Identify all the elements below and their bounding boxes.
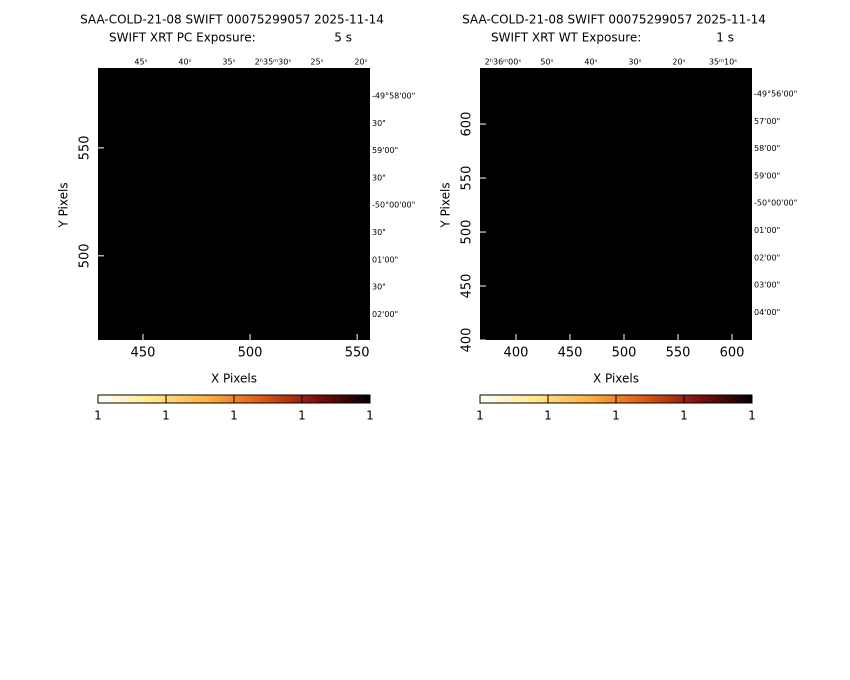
ra-label: 50ˢ (540, 58, 553, 67)
exposure: 1 s (716, 31, 734, 45)
ra-label: 20ˢ (354, 58, 367, 67)
ra-label: 30ˢ (628, 58, 641, 67)
x-tick-label: 600 (720, 346, 745, 361)
dec-label: 59'00" (754, 171, 780, 180)
x-tick-label: 450 (558, 346, 583, 361)
dec-label: -50°00'00" (754, 199, 797, 208)
dec-label: 02'00" (754, 253, 780, 262)
dec-label: 30" (372, 173, 386, 182)
dec-label: 03'00" (754, 281, 780, 290)
x-tick-label: 400 (504, 346, 529, 361)
y-tick-label: 600 (460, 112, 475, 137)
y-tick-label: 400 (460, 328, 475, 353)
ra-label: 2ʰ36ᵐ00ˢ (485, 58, 522, 67)
dec-label: 01'00" (372, 255, 398, 264)
colorbar-label: 1 (476, 409, 484, 423)
colorbar-label: 1 (544, 409, 552, 423)
ra-label: 40ˢ (178, 58, 191, 67)
subtitle: SWIFT XRT WT Exposure: (491, 31, 641, 45)
dec-label: 30" (372, 228, 386, 237)
x-tick-label: 500 (612, 346, 637, 361)
dec-label: 04'00" (754, 308, 780, 317)
colorbar-label: 1 (748, 409, 756, 423)
dec-label: 59'00" (372, 146, 398, 155)
y-tick-label: 550 (460, 166, 475, 191)
colorbar-label: 1 (680, 409, 688, 423)
dec-label: -50°00'00" (372, 201, 415, 210)
colorbar-label: 1 (366, 409, 374, 423)
x-axis-label: X Pixels (593, 372, 639, 386)
title: SAA-COLD-21-08 SWIFT 00075299057 2025-11… (462, 13, 766, 27)
y-tick-label: 550 (78, 135, 93, 160)
ra-label: 25ˢ (310, 58, 323, 67)
colorbar-label: 1 (298, 409, 306, 423)
dec-label: -49°58'00" (372, 92, 415, 101)
dec-label: 57'00" (754, 117, 780, 126)
ra-label: 20ˢ (672, 58, 685, 67)
colorbar-label: 1 (230, 409, 238, 423)
y-axis-label: Y Pixels (57, 182, 71, 228)
y-axis-label: Y Pixels (439, 182, 453, 228)
image (98, 68, 370, 340)
dec-label: 58'00" (754, 144, 780, 153)
x-tick-label: 500 (238, 346, 263, 361)
colorbar-label: 1 (162, 409, 170, 423)
y-tick-label: 450 (460, 274, 475, 299)
x-tick-label: 550 (345, 346, 370, 361)
y-tick-label: 500 (460, 220, 475, 245)
x-tick-label: 450 (131, 346, 156, 361)
dec-label: 30" (372, 119, 386, 128)
ra-label: 35ˢ (222, 58, 235, 67)
image (480, 68, 752, 340)
x-tick-label: 550 (666, 346, 691, 361)
title: SAA-COLD-21-08 SWIFT 00075299057 2025-11… (80, 13, 384, 27)
ra-label: 2ʰ35ᵐ30ˢ (255, 58, 292, 67)
dec-label: 01'00" (754, 226, 780, 235)
x-axis-label: X Pixels (211, 372, 257, 386)
ra-label: 35ᵐ10ˢ (709, 58, 737, 67)
colorbar-label: 1 (94, 409, 102, 423)
dec-label: 30" (372, 283, 386, 292)
ra-label: 40ˢ (584, 58, 597, 67)
colorbar-label: 1 (612, 409, 620, 423)
ra-label: 45ˢ (134, 58, 147, 67)
subtitle: SWIFT XRT PC Exposure: (109, 31, 256, 45)
dec-label: 02'00" (372, 310, 398, 319)
y-tick-label: 500 (78, 243, 93, 268)
dec-label: -49°56'00" (754, 90, 797, 99)
exposure: 5 s (334, 31, 352, 45)
